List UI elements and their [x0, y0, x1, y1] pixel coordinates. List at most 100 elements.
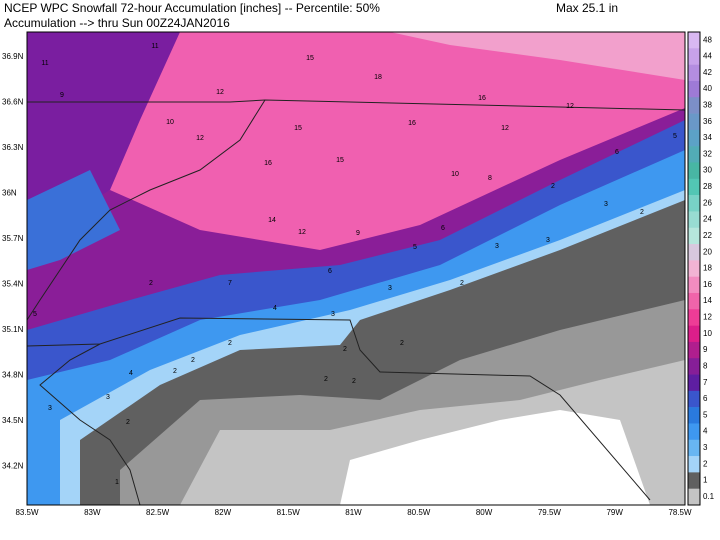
colorbar-label: 10 — [703, 329, 712, 338]
contour-label: 16 — [408, 120, 416, 127]
contour-label: 2 — [640, 209, 644, 216]
lat-label: 36N — [2, 189, 17, 198]
colorbar-swatch — [688, 32, 700, 49]
contour-label: 2 — [173, 368, 177, 375]
colorbar-label: 4 — [703, 427, 708, 436]
contour-label: 2 — [191, 357, 195, 364]
colorbar-swatch — [688, 129, 700, 147]
colorbar-swatch — [688, 292, 700, 310]
lat-label: 35.4N — [2, 280, 24, 289]
contour-label: 1 — [115, 479, 119, 486]
contour-label: 16 — [478, 95, 486, 102]
colorbar-label: 30 — [703, 166, 712, 175]
contour-label: 6 — [441, 225, 445, 232]
colorbar-label: 9 — [703, 345, 708, 354]
colorbar-swatch — [688, 260, 700, 277]
lon-label: 81W — [345, 508, 362, 517]
contour-label: 5 — [413, 244, 417, 251]
contour-label: 2 — [126, 419, 130, 426]
colorbar-swatch — [688, 244, 700, 261]
contour-label: 3 — [546, 237, 550, 244]
colorbar-swatch — [688, 211, 700, 229]
contour-label: 3 — [495, 243, 499, 250]
subtitle: Accumulation --> thru Sun 00Z24JAN2016 — [4, 16, 230, 30]
colorbar-swatch — [688, 146, 700, 163]
colorbar-swatch — [688, 80, 700, 98]
contour-label: 6 — [328, 268, 332, 275]
lat-label: 36.3N — [2, 143, 24, 152]
colorbar-label: 28 — [703, 182, 712, 191]
colorbar-label: 26 — [703, 198, 712, 207]
colorbar-swatch — [688, 390, 700, 408]
contour-label: 2 — [228, 340, 232, 347]
contour-label: 15 — [306, 55, 314, 62]
colorbar-swatch — [688, 472, 700, 489]
lat-label: 34.5N — [2, 416, 24, 425]
contour-label: 2 — [460, 280, 464, 287]
colorbar-swatch — [688, 456, 700, 473]
colorbar-swatch — [688, 64, 700, 82]
contour-label: 10 — [166, 119, 174, 126]
colorbar-label: 44 — [703, 52, 712, 61]
contour-label: 4 — [129, 370, 133, 377]
lat-label: 34.2N — [2, 462, 24, 471]
lon-label: 82.5W — [146, 508, 170, 517]
colorbar-label: 40 — [703, 84, 712, 93]
colorbar-label: 22 — [703, 231, 712, 240]
colorbar-label: 0.1 — [703, 492, 715, 501]
contour-label: 4 — [273, 305, 277, 312]
lon-label: 79.5W — [538, 508, 562, 517]
colorbar-label: 1 — [703, 476, 708, 485]
contour-label: 6 — [615, 149, 619, 156]
lat-label: 36.9N — [2, 52, 24, 61]
lon-label: 82W — [215, 508, 232, 517]
contour-label: 12 — [216, 89, 224, 96]
contour-label: 2 — [343, 346, 347, 353]
contour-label: 11 — [151, 43, 158, 50]
colorbar-label: 34 — [703, 133, 712, 142]
colorbar-label: 2 — [703, 459, 708, 468]
colorbar-swatch — [688, 325, 700, 343]
contour-label: 12 — [501, 125, 509, 132]
contour-label: 12 — [196, 135, 204, 142]
colorbar-label: 8 — [703, 361, 708, 370]
contour-label: 3 — [604, 201, 608, 208]
colorbar-swatch — [688, 423, 700, 441]
contour-label: 11 — [41, 60, 48, 67]
colorbar-label: 48 — [703, 35, 712, 44]
colorbar-label: 24 — [703, 215, 712, 224]
contour-label: 12 — [298, 229, 306, 236]
contour-label: 12 — [566, 103, 574, 110]
colorbar-label: 18 — [703, 264, 712, 273]
colorbar-label: 16 — [703, 280, 712, 289]
lon-label: 78.5W — [668, 508, 692, 517]
contour-label: 8 — [488, 175, 492, 182]
lat-label: 34.8N — [2, 371, 24, 380]
colorbar-swatch — [688, 113, 700, 131]
lon-label: 83W — [84, 508, 101, 517]
contour-label: 3 — [388, 285, 392, 292]
contour-label: 15 — [294, 125, 302, 132]
colorbar-label: 6 — [703, 394, 708, 403]
colorbar-label: 42 — [703, 68, 712, 77]
colorbar-label: 12 — [703, 313, 712, 322]
max-value: Max 25.1 in — [556, 1, 618, 15]
colorbar-swatch — [688, 309, 700, 326]
contour-label: 2 — [551, 183, 555, 190]
title: NCEP WPC Snowfall 72-hour Accumulation [… — [4, 1, 380, 15]
contour-label: 2 — [352, 378, 356, 385]
colorbar-swatch — [688, 162, 700, 180]
colorbar-swatch — [688, 227, 700, 245]
colorbar-swatch — [688, 48, 700, 65]
colorbar-label: 38 — [703, 101, 712, 110]
lon-label: 80W — [476, 508, 493, 517]
colorbar-swatch — [688, 178, 700, 196]
contour-label: 18 — [374, 74, 382, 81]
map — [26, 31, 686, 506]
lon-label: 81.5W — [277, 508, 301, 517]
lat-label: 36.6N — [2, 98, 24, 107]
colorbar-swatch — [688, 374, 700, 392]
colorbar-swatch — [688, 358, 700, 375]
colorbar-frame — [687, 31, 701, 506]
colorbar-label: 5 — [703, 410, 708, 419]
